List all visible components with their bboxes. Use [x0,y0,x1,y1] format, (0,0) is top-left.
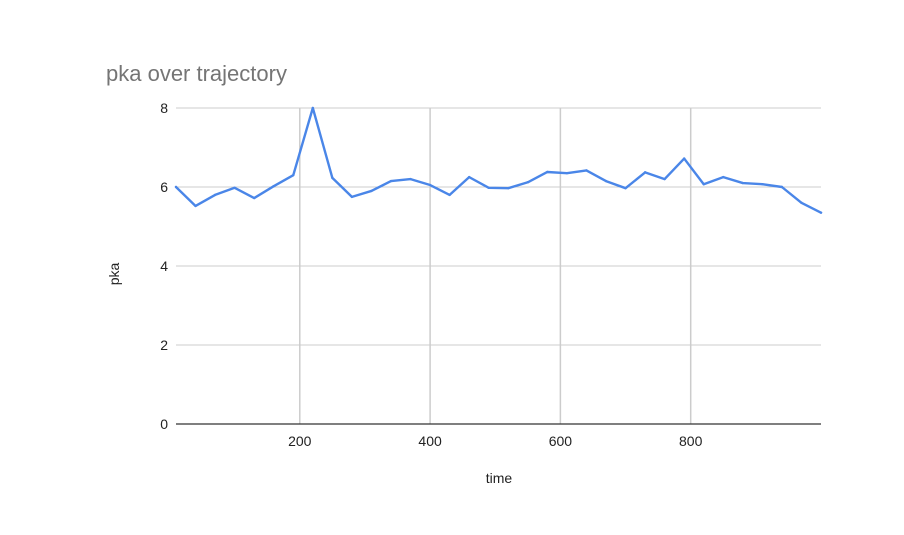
data-point [819,211,823,214]
data-point [370,189,373,193]
x-axis-title: time [486,470,513,486]
data-point [331,176,334,180]
y-axis-title: pka [106,263,122,286]
data-point [682,157,686,160]
data-point [722,175,725,179]
x-tick-label: 200 [288,433,312,449]
data-point [643,171,647,174]
y-tick-label: 8 [160,100,168,116]
data-point [292,173,295,177]
tick-labels: 0 2 4 6 8 200 400 600 800 [160,100,702,449]
data-point [546,170,549,174]
series-layer [174,106,823,214]
y-tick-label: 6 [160,179,168,195]
data-point [565,171,569,175]
data-point [213,193,217,197]
y-tick-label: 4 [160,258,168,274]
data-point [350,195,354,199]
data-point [604,179,608,183]
data-point [702,183,705,186]
data-point [526,181,530,184]
data-point [663,177,666,181]
data-point [311,106,315,110]
data-point [428,183,432,187]
data-point [448,193,451,197]
chart-title: pka over trajectory [106,61,287,86]
y-tick-label: 2 [160,337,168,353]
y-tick-label: 0 [160,416,168,432]
series-line [174,106,823,214]
data-point [194,204,197,208]
data-point [624,186,627,190]
data-point [174,185,178,189]
data-point [800,201,803,204]
data-point [252,196,256,200]
data-point [389,179,393,183]
x-tick-label: 600 [549,433,573,449]
data-point [780,185,784,189]
data-point [507,186,510,190]
data-point [467,175,471,179]
data-point [233,186,236,189]
data-point [761,183,764,186]
data-point [741,181,745,185]
data-point [409,177,412,181]
grid [176,107,821,424]
x-tick-label: 800 [679,433,703,449]
data-point [487,186,490,189]
data-point [585,169,588,172]
data-point [272,185,275,188]
x-tick-label: 400 [418,433,442,449]
